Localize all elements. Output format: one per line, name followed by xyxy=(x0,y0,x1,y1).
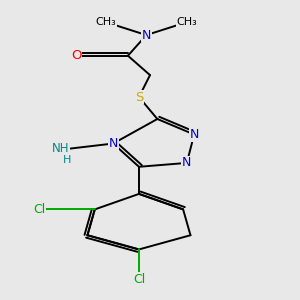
Text: N: N xyxy=(109,137,118,150)
Text: Cl: Cl xyxy=(133,273,145,286)
Text: N: N xyxy=(190,128,199,141)
Text: N: N xyxy=(182,156,191,170)
Text: Cl: Cl xyxy=(34,203,46,216)
Text: S: S xyxy=(135,91,143,103)
Text: CH₃: CH₃ xyxy=(176,17,197,27)
Text: H: H xyxy=(63,155,71,165)
Text: N: N xyxy=(142,28,151,42)
Text: O: O xyxy=(71,49,82,62)
Text: CH₃: CH₃ xyxy=(95,17,116,27)
Text: NH: NH xyxy=(52,142,69,155)
